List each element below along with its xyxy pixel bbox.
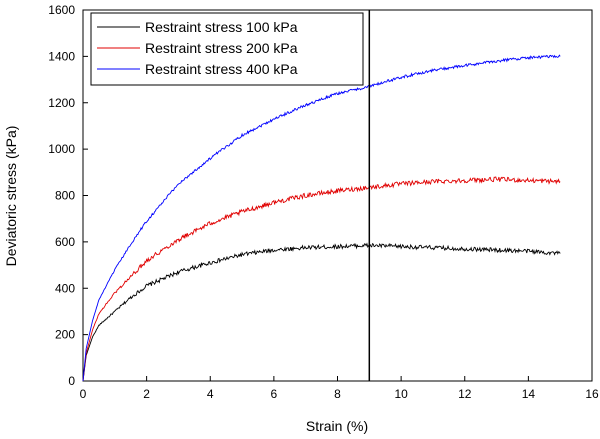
series-line	[82, 176, 561, 382]
y-tick-label: 600	[55, 235, 75, 249]
x-tick-label: 12	[458, 387, 472, 401]
y-axis-label: Deviatoric stress (kPa)	[3, 126, 19, 267]
y-tick-label: 1600	[48, 3, 75, 17]
x-tick-label: 8	[334, 387, 341, 401]
y-tick-label: 400	[55, 281, 75, 295]
axis-ticks: 0 2 4 6 8 10 12 14 16 0 200 400 600 800 1000 1200 1400 16…	[48, 3, 599, 401]
legend-label: Restraint stress 200 kPa	[145, 40, 298, 56]
y-tick-label: 1400	[48, 49, 75, 63]
y-tick-label: 0	[68, 374, 75, 388]
x-tick-label: 4	[207, 387, 214, 401]
x-tick-label: 2	[143, 387, 150, 401]
x-tick-label: 10	[394, 387, 408, 401]
y-tick-label: 1000	[48, 142, 75, 156]
y-tick-label: 1200	[48, 96, 75, 110]
x-tick-label: 14	[522, 387, 536, 401]
y-tick-label: 800	[55, 189, 75, 203]
x-axis-label: Strain (%)	[306, 418, 368, 434]
y-tick-label: 200	[55, 328, 75, 342]
legend: Restraint stress 100 kPa Restraint stress…	[90, 12, 364, 86]
x-tick-label: 0	[80, 387, 87, 401]
x-tick-label: 16	[585, 387, 599, 401]
x-tick-label: 6	[271, 387, 278, 401]
series-layer	[82, 54, 561, 382]
series-line	[82, 54, 561, 382]
series-line	[82, 242, 561, 382]
legend-label: Restraint stress 100 kPa	[145, 19, 298, 35]
legend-box	[90, 12, 364, 86]
legend-label: Restraint stress 400 kPa	[145, 61, 298, 77]
